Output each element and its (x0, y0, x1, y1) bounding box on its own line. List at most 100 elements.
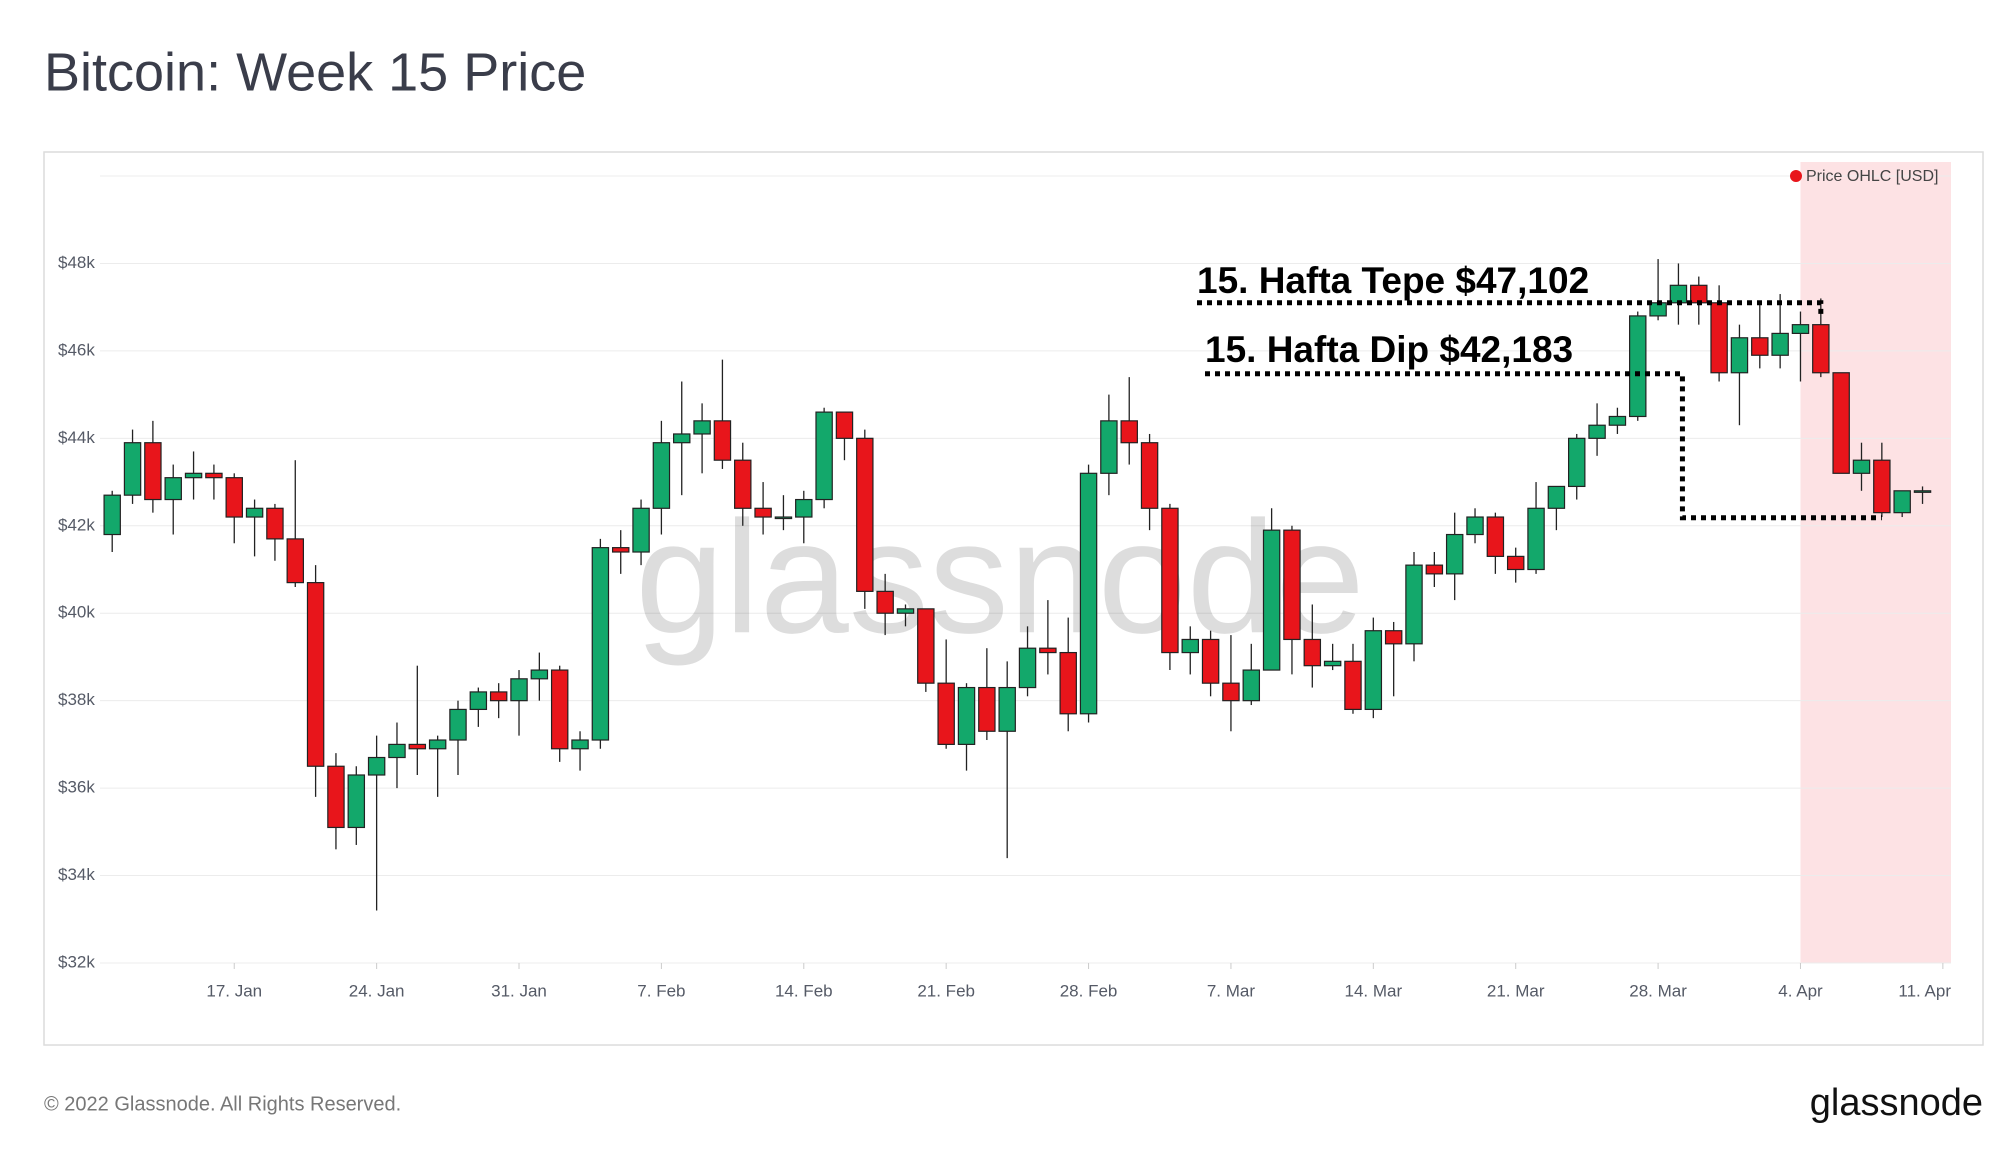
y-tick-label: $36k (58, 778, 95, 797)
candle-body (103, 494, 121, 536)
footer: © 2022 Glassnode. All Rights Reserved. (44, 1093, 401, 1115)
candle-body (1425, 564, 1444, 575)
candle-body (856, 437, 874, 592)
candle-body (611, 547, 630, 553)
candle-body (469, 691, 488, 711)
candle-body (388, 743, 406, 759)
candle-body (591, 547, 610, 741)
y-tick-label: $40k (58, 603, 95, 622)
x-tick-label: 14. Mar (1345, 981, 1403, 1000)
candle-body (652, 442, 671, 509)
candle-body (123, 442, 142, 496)
candle-body (1445, 533, 1464, 575)
candle-body (1384, 630, 1403, 645)
candle-body (428, 739, 447, 750)
candle-body (1751, 337, 1769, 356)
x-tick-label: 21. Mar (1487, 981, 1545, 1000)
candle-body (225, 477, 243, 518)
candle-body (571, 739, 589, 750)
candle-body (1730, 337, 1749, 374)
candle-body (1527, 507, 1545, 571)
candle-body (1669, 284, 1688, 304)
candle-body (1242, 669, 1261, 702)
candle-body (1852, 459, 1871, 474)
candle-body (1608, 415, 1627, 426)
candle-body (1405, 564, 1423, 645)
annotation-line (1197, 300, 1824, 317)
candle-body (347, 774, 366, 829)
candle-body (693, 420, 711, 435)
y-tick-label: $38k (58, 690, 95, 709)
candle-body (510, 678, 528, 702)
candle-body (1832, 372, 1850, 474)
candle-body (144, 442, 162, 501)
candle-body (550, 669, 569, 750)
legend-marker (1790, 170, 1802, 182)
watermark: glassnode (635, 487, 1364, 666)
x-tick-label: 31. Jan (491, 981, 547, 1000)
candle-body (1018, 647, 1037, 689)
y-tick-label: $32k (58, 952, 95, 971)
candle-body (917, 608, 935, 684)
candle-body (1791, 324, 1810, 334)
candle-body (1466, 516, 1484, 536)
candle-body (1344, 660, 1362, 711)
candle-body (1140, 442, 1159, 509)
candle-body (1303, 638, 1322, 667)
candle-body (896, 608, 915, 614)
highlight-band (1800, 162, 1951, 963)
annotation-label: 15. Hafta Tepe $47,102 (1197, 260, 1589, 301)
candle-body (1079, 472, 1098, 715)
candle-body (1588, 424, 1606, 439)
candle-body (1913, 490, 1932, 493)
candle-body (978, 686, 996, 732)
candle-body (367, 756, 386, 776)
candle-body (184, 472, 203, 479)
candle-body (408, 743, 427, 750)
candle-body (937, 682, 955, 745)
candle-body (164, 477, 182, 501)
candle-body (1059, 651, 1077, 715)
candle-body (835, 411, 854, 439)
candle-body (1120, 420, 1138, 444)
candle-body (1812, 324, 1830, 374)
candle-body (754, 507, 772, 518)
candle-body (306, 582, 325, 767)
candle-body (1567, 437, 1586, 488)
candle-body (1710, 302, 1728, 374)
candle-body (734, 459, 752, 509)
candle-body (815, 411, 833, 501)
candle-body (957, 686, 976, 745)
candle-body (1039, 647, 1057, 654)
candle-body (1629, 315, 1647, 418)
candle-body (1771, 332, 1789, 356)
x-tick-label: 11. Apr (1898, 981, 1951, 1000)
candle-body (876, 590, 894, 614)
x-tick-label: 21. Feb (917, 981, 975, 1000)
candle-body (266, 507, 284, 540)
candle-body (286, 538, 305, 584)
candle-body (1893, 490, 1911, 514)
candle-body (1506, 555, 1525, 571)
x-tick-label: 24. Jan (349, 981, 405, 1000)
candle-body (1547, 485, 1566, 509)
candle-body (327, 765, 345, 829)
x-tick-label: 7. Feb (637, 981, 685, 1000)
candle-body (245, 507, 264, 518)
candle-body (795, 498, 813, 518)
candle-body (1262, 529, 1281, 671)
chart-title: Bitcoin: Week 15 Price (44, 42, 586, 102)
y-tick-label: $34k (58, 865, 95, 884)
candle-body (1100, 420, 1118, 474)
candle-body (1486, 516, 1505, 557)
candle-body (205, 472, 223, 479)
y-tick-label: $44k (58, 428, 95, 447)
x-tick-label: 4. Apr (1778, 981, 1823, 1000)
candle-body (449, 708, 467, 741)
y-tick-label: $48k (58, 253, 95, 272)
y-tick-label: $42k (58, 515, 95, 534)
x-tick-label: 7. Mar (1207, 981, 1256, 1000)
legend-label: Price OHLC [USD] (1806, 168, 1938, 185)
annotation-line (1205, 371, 1882, 521)
